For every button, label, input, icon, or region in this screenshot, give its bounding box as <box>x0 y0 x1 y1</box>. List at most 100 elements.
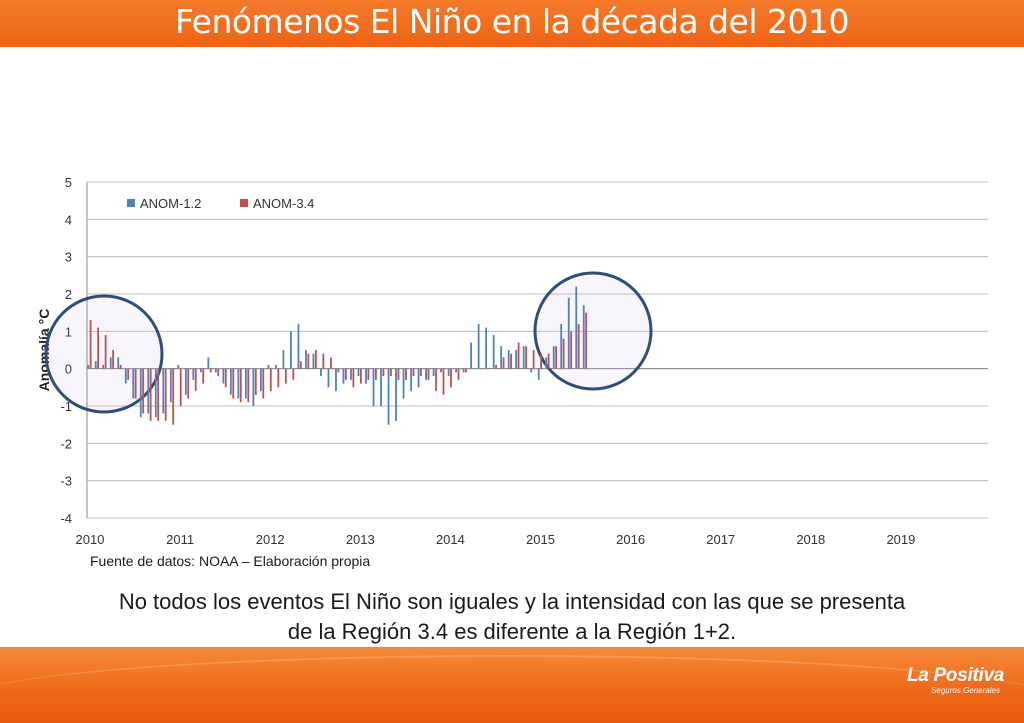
bar-anom-3-4 <box>547 353 550 369</box>
bar-anom-3-4 <box>119 364 122 369</box>
y-tick-label: -2 <box>60 436 72 451</box>
x-tick-label: 2013 <box>346 532 375 547</box>
bar-anom-3-4 <box>89 320 92 369</box>
bar-anom-3-4 <box>435 368 437 392</box>
y-tick-label: 3 <box>65 250 72 265</box>
bar-anom-3-4 <box>570 331 573 369</box>
bar-anom-1-2 <box>87 364 90 369</box>
bar-anom-3-4 <box>480 368 482 370</box>
bar-anom-3-4 <box>239 368 242 403</box>
bar-anom-1-2 <box>305 350 307 369</box>
bar-anom-3-4 <box>375 368 377 380</box>
bar-anom-3-4 <box>217 368 220 377</box>
bar-anom-1-2 <box>522 346 525 369</box>
y-tick-label: 1 <box>65 324 72 339</box>
y-tick-label: -3 <box>60 474 72 489</box>
bar-anom-1-2 <box>320 368 322 377</box>
bar-anom-1-2 <box>515 350 518 369</box>
y-tick-label: -4 <box>60 511 72 526</box>
bar-anom-1-2 <box>177 364 180 369</box>
bar-anom-1-2 <box>132 368 135 399</box>
bar-anom-1-2 <box>244 368 247 399</box>
bar-anom-3-4 <box>172 368 175 425</box>
bar-anom-3-4 <box>149 368 152 421</box>
bar-anom-1-2 <box>259 368 262 392</box>
bar-anom-3-4 <box>450 368 452 388</box>
x-tick-label: 2014 <box>436 532 465 547</box>
bar-anom-3-4 <box>209 368 212 373</box>
bar-anom-1-2 <box>560 323 563 369</box>
bar-anom-3-4 <box>97 327 100 369</box>
bar-anom-3-4 <box>269 368 272 392</box>
bar-anom-3-4 <box>420 368 422 377</box>
x-tick-label: 2019 <box>886 532 915 547</box>
bar-anom-3-4 <box>224 368 227 388</box>
bar-anom-3-4 <box>390 368 392 377</box>
bar-anom-3-4 <box>510 353 512 369</box>
bar-anom-1-2 <box>192 368 195 380</box>
bar-anom-3-4 <box>382 368 385 377</box>
bar-anom-1-2 <box>545 357 548 369</box>
slide-caption: No todos los eventos El Niño son iguales… <box>40 587 984 647</box>
bar-anom-1-2 <box>117 357 120 369</box>
bar-anom-3-4 <box>299 361 302 369</box>
bar-anom-3-4 <box>202 368 205 384</box>
highlight-circle-2010 <box>44 294 164 414</box>
bar-anom-1-2 <box>470 342 473 369</box>
bar-anom-1-2 <box>395 368 397 421</box>
bar-anom-3-4 <box>472 368 475 370</box>
x-tick-label: 2012 <box>256 532 285 547</box>
bar-anom-3-4 <box>532 350 535 369</box>
bar-anom-1-2 <box>275 364 277 369</box>
footer-band <box>0 647 1024 723</box>
bar-anom-1-2 <box>214 368 217 373</box>
bar-anom-3-4 <box>112 350 115 369</box>
bar-anom-1-2 <box>94 361 97 369</box>
caption-line-2: de la Región 3.4 es diferente a la Regió… <box>287 619 737 644</box>
bar-anom-3-4 <box>495 364 497 369</box>
slide-title: Fenómenos El Niño en la década del 2010 <box>174 2 850 41</box>
bar-anom-1-2 <box>124 368 127 384</box>
bar-anom-1-2 <box>402 368 405 399</box>
bar-anom-1-2 <box>312 353 315 369</box>
bar-anom-3-4 <box>247 368 250 403</box>
bar-anom-1-2 <box>492 335 495 369</box>
bar-anom-1-2 <box>485 327 488 369</box>
bar-anom-3-4 <box>487 368 490 370</box>
bar-anom-1-2 <box>327 368 330 388</box>
bar-anom-3-4 <box>517 342 520 369</box>
x-tick-label: 2017 <box>706 532 735 547</box>
bar-anom-1-2 <box>530 368 533 373</box>
bar-anom-1-2 <box>455 368 458 373</box>
bar-anom-3-4 <box>457 368 460 380</box>
bar-anom-1-2 <box>417 368 420 388</box>
bar-anom-3-4 <box>427 368 430 380</box>
x-tick-label: 2016 <box>616 532 645 547</box>
bar-anom-3-4 <box>134 368 137 399</box>
bar-anom-1-2 <box>447 368 450 377</box>
bar-anom-3-4 <box>322 353 325 369</box>
bar-anom-1-2 <box>139 368 142 418</box>
y-tick-label: 4 <box>65 212 72 227</box>
bar-anom-1-2 <box>229 368 232 395</box>
bar-anom-3-4 <box>314 350 317 369</box>
bar-anom-3-4 <box>194 368 197 392</box>
bar-anom-1-2 <box>350 368 352 380</box>
bar-anom-3-4 <box>412 368 415 377</box>
bar-anom-1-2 <box>335 368 337 392</box>
bar-anom-1-2 <box>252 368 255 406</box>
bar-anom-1-2 <box>184 368 187 395</box>
bar-anom-3-4 <box>352 368 355 388</box>
bar-anom-3-4 <box>344 368 347 380</box>
bar-anom-3-4 <box>232 368 235 399</box>
bar-anom-3-4 <box>142 368 145 414</box>
bar-anom-3-4 <box>329 357 332 369</box>
bar-anom-3-4 <box>164 368 167 421</box>
bar-anom-3-4 <box>405 368 407 380</box>
bar-anom-1-2 <box>507 350 510 369</box>
x-tick-label: 2011 <box>166 532 194 547</box>
bar-anom-3-4 <box>367 368 370 380</box>
bar-anom-3-4 <box>525 346 527 369</box>
data-source-note: Fuente de datos: NOAA – Elaboración prop… <box>90 553 371 569</box>
